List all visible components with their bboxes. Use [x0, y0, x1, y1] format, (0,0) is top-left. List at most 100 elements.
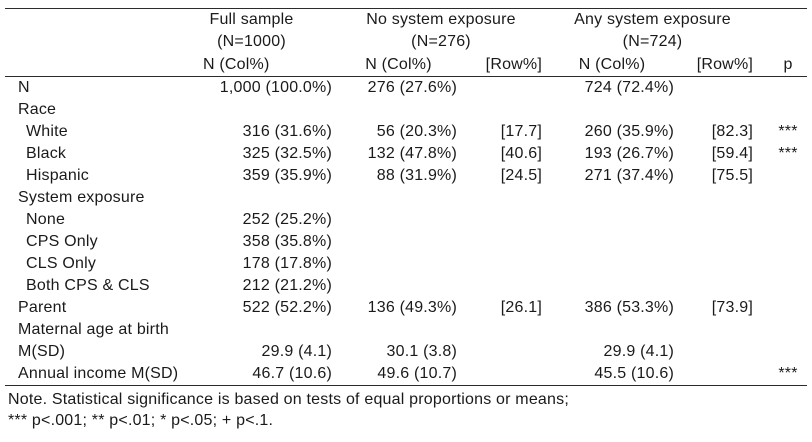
- no-exposure-rowpct-value: [461, 187, 546, 209]
- no-exposure-n-value: [336, 275, 461, 297]
- p-significance-value: [759, 341, 807, 363]
- row-label: Maternal age at birth: [18, 321, 169, 338]
- any-exposure-rowpct-value: [678, 187, 759, 209]
- any-exposure-rowpct-value: [678, 209, 759, 231]
- any-exposure-rowpct-value: [59.4]: [711, 145, 754, 162]
- p-significance-value: ***: [778, 123, 798, 140]
- table-row: Hispanic 359 (35.9%) 88 (31.9%) [24.5] 271 (…: [5, 165, 807, 187]
- p-significance-value: [759, 99, 807, 121]
- any-exposure-n: (N=724): [622, 33, 683, 50]
- header-p-column: p: [783, 55, 793, 73]
- full-sample-n: (N=1000): [217, 33, 286, 50]
- row-label: Both CPS & CLS: [26, 277, 150, 294]
- any-exposure-n-value: 271 (37.4%): [584, 167, 674, 184]
- any-exposure-n-value: [546, 253, 678, 275]
- table-note: Note. Statistical significance is based …: [8, 391, 569, 408]
- row-label: White: [26, 123, 68, 140]
- any-exposure-rowpct-value: [678, 341, 759, 363]
- header-spacer: [759, 31, 807, 53]
- any-exposure-n-value: 45.5 (10.6): [594, 365, 674, 382]
- p-significance-value: [759, 297, 807, 319]
- full-sample-value: 1,000 (100.0%): [219, 79, 332, 96]
- any-exposure-rowpct-value: [73.9]: [711, 299, 754, 316]
- table-row: N 1,000 (100.0%) 276 (27.6%) 724 (72.4%): [5, 77, 807, 100]
- no-exposure-n-value: [336, 187, 461, 209]
- no-exposure-rowpct-value: [461, 231, 546, 253]
- any-exposure-rowpct-value: [678, 231, 759, 253]
- p-significance-value: [759, 209, 807, 231]
- table-row: Race: [5, 99, 807, 121]
- no-exposure-n-value: 56 (20.3%): [376, 123, 457, 140]
- p-significance-value: [759, 275, 807, 297]
- no-exposure-rowpct-value: [461, 341, 546, 363]
- p-significance-value: [759, 77, 807, 100]
- no-exposure-n-value: [336, 253, 461, 275]
- any-exposure-n-value: 724 (72.4%): [584, 79, 674, 96]
- any-exposure-n-value: 260 (35.9%): [584, 123, 674, 140]
- row-label: System exposure: [18, 189, 145, 206]
- p-significance-value: [759, 253, 807, 275]
- group-subtitle-row: (N=1000) (N=276) (N=724): [5, 31, 807, 53]
- header-spacer: [5, 31, 195, 53]
- header-n-colpct-any: N (Col%): [578, 55, 646, 73]
- full-sample-value: [195, 187, 336, 209]
- sub-header-row: N (Col%) N (Col%) [Row%] N (Col%) [Row%]…: [5, 53, 808, 77]
- table-header: Full sample No system exposure Any syste…: [5, 9, 808, 77]
- any-exposure-rowpct-value: [678, 363, 759, 386]
- no-exposure-rowpct-value: [17.7]: [500, 123, 542, 140]
- table-body: N 1,000 (100.0%) 276 (27.6%) 724 (72.4%) Rac…: [5, 77, 808, 386]
- any-exposure-rowpct-value: [678, 253, 759, 275]
- row-label: None: [26, 211, 66, 228]
- no-exposure-rowpct-value: [461, 77, 546, 100]
- header-spacer: [5, 53, 195, 77]
- no-exposure-rowpct-value: [461, 275, 546, 297]
- any-exposure-n-value: [546, 319, 678, 341]
- no-exposure-n-value: 132 (47.8%): [367, 145, 457, 162]
- no-exposure-n-value: 30.1 (3.8): [386, 343, 457, 360]
- descriptive-statistics-table: Full sample No system exposure Any syste…: [5, 8, 808, 386]
- any-exposure-rowpct-value: [678, 99, 759, 121]
- no-exposure-rowpct-value: [461, 99, 546, 121]
- no-exposure-n-value: [336, 99, 461, 121]
- full-sample-value: 316 (31.6%): [242, 123, 332, 140]
- p-significance-value: [759, 319, 807, 341]
- table-row: Annual income M(SD) 46.7 (10.6) 49.6 (10.7…: [5, 363, 808, 386]
- any-exposure-rowpct-value: [678, 275, 759, 297]
- row-label: CLS Only: [26, 255, 97, 272]
- table-row: Black 325 (32.5%) 132 (47.8%) [40.6] 193 (26…: [5, 143, 807, 165]
- row-label: Race: [18, 101, 57, 118]
- group-title-row: Full sample No system exposure Any syste…: [5, 9, 807, 32]
- any-exposure-n-value: 386 (53.3%): [584, 299, 674, 316]
- table-row: Maternal age at birth: [5, 319, 807, 341]
- column-group-no-exposure: No system exposure: [366, 11, 516, 28]
- header-rowpct-any: [Row%]: [696, 55, 754, 73]
- any-exposure-rowpct-value: [82.3]: [711, 123, 754, 140]
- no-exposure-rowpct-value: [40.6]: [500, 145, 542, 162]
- table-row: System exposure: [5, 187, 807, 209]
- p-significance-value: ***: [778, 145, 798, 162]
- no-exposure-n-value: 49.6 (10.7): [377, 365, 457, 382]
- table-row: Parent 522 (52.2%) 136 (49.3%) [26.1] 386 (5…: [5, 297, 807, 319]
- any-exposure-rowpct-value: [678, 77, 759, 100]
- p-significance-value: [759, 231, 807, 253]
- any-exposure-n-value: [546, 231, 678, 253]
- row-label: N: [18, 79, 30, 96]
- full-sample-value: 29.9 (4.1): [261, 343, 332, 360]
- no-exposure-rowpct-value: [461, 209, 546, 231]
- p-significance-value: [759, 187, 807, 209]
- no-exposure-n-value: 136 (49.3%): [367, 299, 457, 316]
- table-row: Both CPS & CLS 212 (21.2%): [5, 275, 807, 297]
- any-exposure-n-value: [546, 275, 678, 297]
- header-spacer: [5, 9, 195, 32]
- no-exposure-rowpct-value: [461, 363, 546, 386]
- full-sample-value: 178 (17.8%): [242, 255, 332, 272]
- any-exposure-n-value: [546, 187, 678, 209]
- any-exposure-rowpct-value: [75.5]: [711, 167, 754, 184]
- no-exposure-rowpct-value: [24.5]: [500, 167, 542, 184]
- no-exposure-n-value: [336, 209, 461, 231]
- row-label: M(SD): [18, 343, 66, 360]
- table-row: CLS Only 178 (17.8%): [5, 253, 807, 275]
- row-label: Hispanic: [26, 167, 89, 184]
- any-exposure-n-value: [546, 209, 678, 231]
